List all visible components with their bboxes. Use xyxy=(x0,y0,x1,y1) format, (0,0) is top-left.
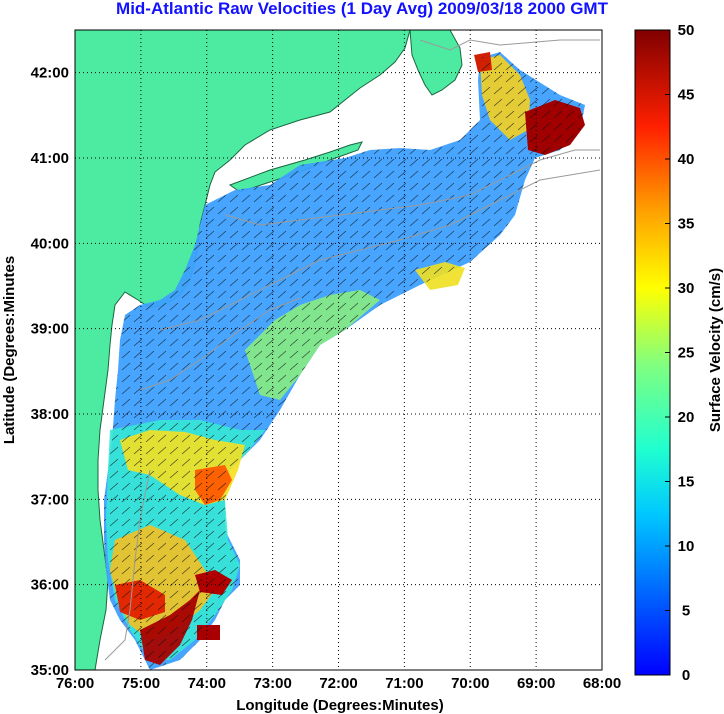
colorbar-tick-label: 35 xyxy=(678,216,695,233)
lat-tick-label: 39:00 xyxy=(31,321,69,338)
lon-tick-label: 73:00 xyxy=(253,675,291,692)
lat-tick-label: 40:00 xyxy=(31,235,69,252)
lat-tick-label: 37:00 xyxy=(31,491,69,508)
lat-tick-label: 41:00 xyxy=(31,150,69,167)
axes-frame xyxy=(74,29,603,671)
latitude-tick-labels: 42:00 41:00 40:00 39:00 38:00 37:00 36:00 35:00 xyxy=(31,65,69,679)
longitude-tick-labels: 76:00 75:00 74:00 73:00 72:00 71:00 70:00 69:00… xyxy=(56,675,621,692)
colorbar-tick-label: 45 xyxy=(678,87,695,104)
lon-tick-label: 69:00 xyxy=(517,675,555,692)
lat-tick-label: 38:00 xyxy=(31,406,69,423)
lon-tick-label: 68:00 xyxy=(583,675,621,692)
x-axis-label: Longitude (Degrees:Minutes) xyxy=(236,697,444,714)
colorbar-tick-label: 50 xyxy=(678,22,695,39)
colorbar-label: Surface Velocity (cm/s) xyxy=(707,268,724,432)
colorbar-tick-label: 20 xyxy=(678,409,695,426)
lon-tick-label: 70:00 xyxy=(451,675,489,692)
lon-tick-label: 74:00 xyxy=(188,675,226,692)
lat-tick-label: 36:00 xyxy=(31,577,69,594)
long-island xyxy=(228,141,363,193)
colorbar xyxy=(634,29,671,676)
lon-tick-label: 76:00 xyxy=(56,675,94,692)
map-title: Mid-Atlantic Raw Velocities (1 Day Avg) … xyxy=(116,0,608,18)
bathymetry-contours xyxy=(104,39,601,661)
lon-tick-label: 75:00 xyxy=(122,675,160,692)
lon-tick-label: 72:00 xyxy=(319,675,357,692)
y-axis-label: Latitude (Degrees:Minutes xyxy=(1,256,18,444)
colorbar-tick-label: 30 xyxy=(678,280,695,297)
current-vectors xyxy=(104,52,585,670)
colorbar-tick-label: 15 xyxy=(678,474,695,491)
lat-tick-label: 35:00 xyxy=(31,662,69,679)
cape-cod xyxy=(409,30,463,96)
colorbar-tick-label: 5 xyxy=(682,603,690,620)
grid-lines xyxy=(75,30,602,670)
colorbar-tick-label: 10 xyxy=(678,538,695,555)
colorbar-tick-label: 25 xyxy=(678,345,695,362)
lat-tick-label: 42:00 xyxy=(31,65,69,82)
lon-tick-label: 71:00 xyxy=(385,675,423,692)
colorbar-tick-label: 0 xyxy=(682,667,690,684)
colorbar-tick-label: 40 xyxy=(678,151,695,168)
